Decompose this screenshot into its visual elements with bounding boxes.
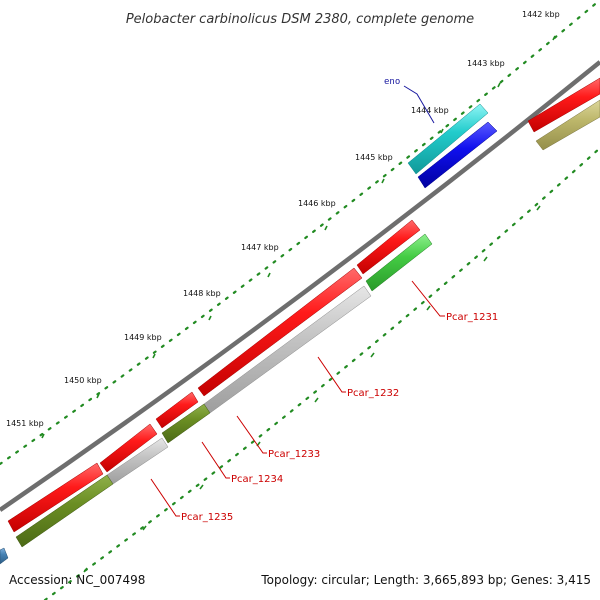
- gene-feature-pcar-1235-red[interactable]: [7, 462, 104, 533]
- tick-label: 1449 kbp: [124, 333, 162, 342]
- gene-label-pcar-1235[interactable]: Pcar_1235: [181, 512, 233, 523]
- tick-mark: [483, 256, 488, 262]
- tick-mark: [552, 35, 556, 41]
- gene-label-eno[interactable]: eno: [384, 77, 400, 87]
- inner-ruler-dots: [43, 146, 600, 600]
- second-track-features: [0, 99, 600, 565]
- genome-backbone: [0, 60, 600, 512]
- gene-feature-eno-cyan[interactable]: [407, 103, 489, 175]
- pcar-1231-leader-line: [411, 280, 445, 317]
- label-leaders: [150, 85, 445, 517]
- pcar-1234-leader-line: [201, 441, 230, 479]
- tick-mark: [267, 272, 271, 278]
- pcar-1232-leader-line: [317, 356, 346, 393]
- feature-olive-pcar-1235[interactable]: [15, 474, 114, 548]
- tick-mark: [96, 393, 100, 399]
- feature-olive-pcar-1234[interactable]: [161, 403, 211, 444]
- feature-steel-blue-edge[interactable]: [0, 547, 9, 565]
- gene-feature-pcar-1233-red[interactable]: [155, 391, 199, 429]
- gene-feature-pcar-1231-red[interactable]: [356, 219, 421, 275]
- tick-mark: [497, 82, 501, 88]
- tick-label: 1446 kbp: [298, 199, 336, 208]
- tick-mark: [208, 315, 212, 321]
- gene-label-pcar-1233[interactable]: Pcar_1233: [268, 449, 320, 460]
- tick-mark: [381, 178, 385, 184]
- tick-mark: [314, 397, 319, 403]
- gene-feature-far-right-red[interactable]: [527, 77, 600, 133]
- forward-strand-features: [7, 77, 600, 533]
- tick-mark: [324, 225, 328, 231]
- tick-mark: [536, 205, 541, 211]
- tick-labels: 1442 kbp 1443 kbp 1444 kbp 1445 kbp 1446…: [6, 10, 560, 428]
- tick-label: 1447 kbp: [241, 243, 279, 252]
- gene-feature-pcar-1232-red[interactable]: [197, 267, 363, 397]
- tick-mark: [440, 128, 444, 134]
- inner-ruler-ticks: [83, 205, 541, 573]
- tick-mark: [152, 353, 156, 359]
- tick-mark: [41, 433, 45, 439]
- tick-label: 1445 kbp: [355, 153, 393, 162]
- eno-leader-line: [403, 85, 435, 124]
- tick-mark: [83, 567, 88, 573]
- tick-mark: [142, 525, 147, 531]
- outer-ruler-ticks: [41, 35, 556, 439]
- tick-label: 1443 kbp: [467, 59, 505, 68]
- gene-feature-eno-blue[interactable]: [417, 121, 498, 189]
- tick-label: 1442 kbp: [522, 10, 560, 19]
- feature-green-pcar-1231[interactable]: [365, 233, 433, 292]
- accession-text: Accession: NC_007498: [9, 573, 146, 587]
- tick-label: 1450 kbp: [64, 376, 102, 385]
- tick-mark: [370, 352, 375, 358]
- tick-label: 1448 kbp: [183, 289, 221, 298]
- feature-khaki[interactable]: [535, 99, 600, 151]
- gene-label-pcar-1232[interactable]: Pcar_1232: [347, 388, 399, 399]
- tick-label: 1451 kbp: [6, 419, 44, 428]
- genome-stats-text: Topology: circular; Length: 3,665,893 bp…: [261, 573, 591, 587]
- gene-label-pcar-1231[interactable]: Pcar_1231: [446, 312, 498, 323]
- genome-title: Pelobacter carbinolicus DSM 2380, comple…: [126, 12, 474, 27]
- pcar-1233-leader-line: [236, 415, 267, 454]
- tick-mark: [426, 305, 431, 311]
- gene-labels: eno Pcar_1231 Pcar_1232 Pcar_1233 Pcar_1…: [181, 77, 498, 523]
- gene-feature-pcar-1234-red[interactable]: [99, 423, 158, 473]
- gene-label-pcar-1234[interactable]: Pcar_1234: [231, 474, 283, 485]
- pcar-1235-leader-line: [150, 478, 180, 517]
- tick-mark: [199, 484, 204, 490]
- outer-ruler-dots: [0, 0, 600, 466]
- tick-label: 1444 kbp: [411, 106, 449, 115]
